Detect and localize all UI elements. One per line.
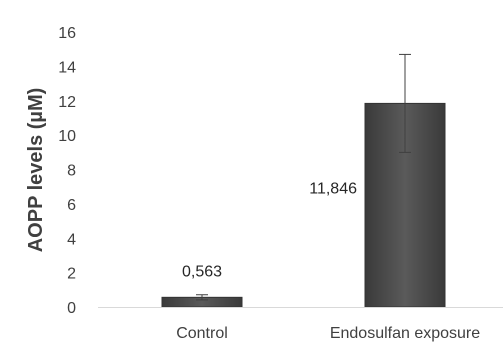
y-tick-label: 0 [67,300,76,317]
y-axis-title-group: AOPP levels (µM) [25,88,47,253]
bar [364,102,446,308]
x-category-label: Control [176,325,228,342]
y-tick-label: 16 [58,25,76,42]
data-label: 0,563 [182,264,222,281]
bars-group [161,102,446,308]
y-tick-label: 2 [67,266,76,283]
y-tick-label: 8 [67,163,76,180]
y-tick-label: 12 [58,94,76,111]
y-axis-ticks: 0 2 4 6 8 10 12 14 16 [58,25,76,317]
y-tick-label: 4 [67,231,76,248]
data-label: 11,846 [309,181,357,198]
x-category-label: Endosulfan exposure [330,325,480,342]
y-axis-title: AOPP levels (µM) [25,88,47,253]
y-tick-label: 6 [67,197,76,214]
error-bars-group [196,53,411,301]
y-tick-label: 10 [58,128,76,145]
y-tick-label: 14 [58,59,76,76]
category-labels-group: Control Endosulfan exposure [176,325,480,342]
data-labels-group: 0,563 11,846 [182,181,357,281]
